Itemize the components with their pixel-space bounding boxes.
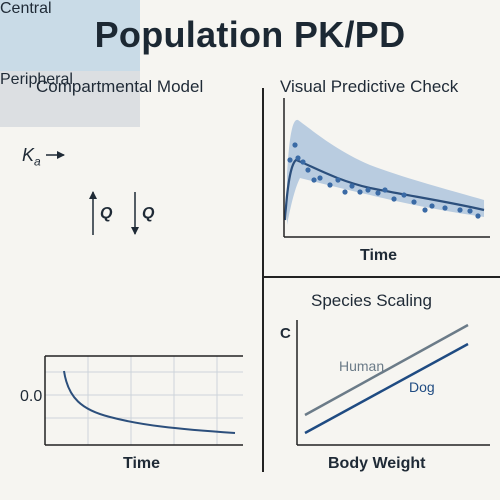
peripheral-label: Peripheral	[0, 71, 73, 88]
dog-scaling-line	[304, 342, 469, 435]
vpc-point	[457, 207, 463, 213]
vpc-point	[295, 155, 301, 161]
vpc-x-axis-label: Time	[360, 247, 398, 264]
central-label: Central	[0, 0, 52, 17]
vpc-point	[467, 208, 473, 214]
vpc-point	[287, 157, 293, 163]
vpc-point	[342, 189, 348, 195]
species-y-axis-label: C	[280, 325, 291, 342]
species-scaling-title: Species Scaling	[311, 291, 432, 310]
vpc-point	[382, 187, 388, 193]
vpc-point	[300, 159, 306, 165]
dog-line-label: Dog	[409, 379, 435, 395]
human-line-label: Human	[339, 358, 385, 374]
vpc-point	[475, 213, 481, 219]
human-scaling-line	[304, 323, 469, 417]
peripheral-compartment: Peripheral	[0, 71, 140, 127]
vpc-point	[292, 142, 298, 148]
vpc-point	[365, 187, 371, 193]
flow-down-label: Q	[142, 205, 155, 222]
decay-curve	[63, 370, 236, 434]
vpc-title: Visual Predictive Check	[280, 77, 459, 96]
vpc-point	[327, 182, 333, 188]
vpc-point	[357, 189, 363, 195]
flow-up-label: Q	[100, 205, 113, 222]
decay-grid	[45, 356, 243, 445]
vpc-point	[411, 199, 417, 205]
ka-subscript: a	[34, 154, 41, 169]
vpc-point	[349, 183, 355, 189]
absorption-rate-label: Ka	[22, 145, 41, 169]
page-title: Population PK/PD	[94, 14, 406, 55]
compartmental-model-title: Compartmental Model	[36, 77, 204, 96]
vertical-divider	[262, 88, 264, 472]
vpc-point	[317, 175, 323, 181]
vpc-point	[375, 190, 381, 196]
decay-y-tick-label: 0.0	[20, 388, 43, 405]
horizontal-divider	[262, 276, 500, 278]
species-x-axis-label: Body Weight	[328, 455, 426, 472]
vpc-point	[311, 177, 317, 183]
vpc-point	[391, 196, 397, 202]
vpc-observed-points	[287, 142, 481, 219]
vpc-point	[422, 207, 428, 213]
vpc-prediction-band	[287, 119, 484, 225]
central-compartment: Central	[0, 0, 140, 71]
vpc-point	[335, 177, 341, 183]
vpc-point	[401, 192, 407, 198]
vpc-point	[429, 203, 435, 209]
vpc-point	[305, 167, 311, 173]
decay-x-axis-label: Time	[123, 455, 161, 472]
vpc-point	[442, 205, 448, 211]
ka-symbol: K	[22, 145, 35, 165]
